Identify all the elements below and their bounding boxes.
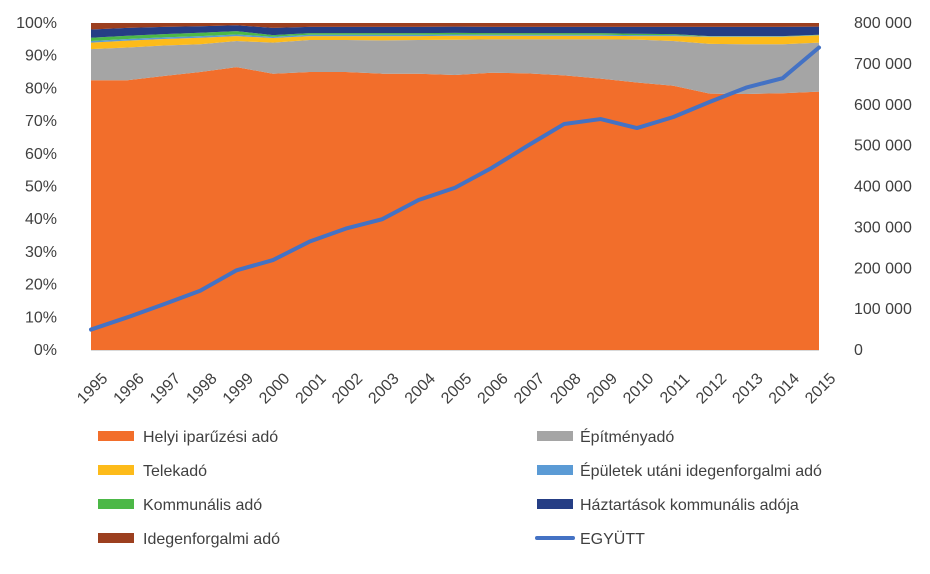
left-tick-label: 70% [25, 113, 57, 130]
right-tick-label: 300 000 [854, 219, 912, 236]
legend-label: Helyi iparűzési adó [143, 429, 278, 446]
area-kommunalis-ado [91, 31, 819, 41]
legend-label: Építményadó [580, 427, 674, 446]
area-helyi-iparuzesi-ado [91, 67, 819, 350]
legend-item-kommunalis-ado: Kommunális adó [98, 497, 262, 514]
legend-item-haztartasok-kommunalis-adoja: Háztartások kommunális adója [537, 497, 799, 514]
right-tick-label: 600 000 [854, 97, 912, 114]
legend-swatch [98, 533, 134, 543]
legend-swatch [98, 431, 134, 441]
left-tick-label: 0% [34, 342, 57, 359]
line-layer [89, 45, 821, 332]
legend-label: EGYÜTT [580, 530, 645, 548]
right-tick-label: 100 000 [854, 301, 912, 318]
legend-item-epuletek-utani-idegenforgalmi-ado: Épületek utáni idegenforgalmi adó [537, 461, 822, 480]
legend-swatch [537, 431, 573, 441]
legend-swatch [98, 465, 134, 475]
legend-label: Kommunális adó [143, 497, 262, 514]
left-tick-label: 20% [25, 277, 57, 294]
left-tick-label: 100% [16, 15, 57, 32]
left-tick-label: 50% [25, 179, 57, 196]
left-tick-label: 60% [25, 146, 57, 163]
right-tick-label: 200 000 [854, 260, 912, 277]
right-tick-label: 800 000 [854, 15, 912, 32]
right-tick-label: 700 000 [854, 56, 912, 73]
legend-item-telekado: Telekadó [98, 463, 207, 480]
left-tick-label: 10% [25, 309, 57, 326]
area-layers [91, 23, 819, 350]
right-tick-label: 400 000 [854, 179, 912, 196]
right-tick-label: 500 000 [854, 138, 912, 155]
left-tick-label: 80% [25, 80, 57, 97]
legend-swatch [537, 465, 573, 475]
legend-swatch [537, 499, 573, 509]
area-haztartasok-kommunalis-adoja [91, 25, 819, 38]
line-egyutt [89, 45, 821, 332]
legend: Helyi iparűzési adó Építményadó Telekadó Ép… [98, 427, 822, 548]
legend-swatch [98, 499, 134, 509]
legend-item-egyutt: EGYÜTT [535, 530, 645, 548]
legend-label: Háztartások kommunális adója [580, 497, 799, 514]
left-tick-label: 30% [25, 244, 57, 261]
right-tick-label: 0 [854, 342, 863, 359]
legend-item-idegenforgalmi-ado: Idegenforgalmi adó [98, 531, 280, 548]
legend-label: Idegenforgalmi adó [143, 531, 280, 548]
legend-label: Épületek utáni idegenforgalmi adó [580, 461, 822, 480]
legend-label: Telekadó [143, 463, 207, 480]
legend-item-epitmenyado: Építményadó [537, 427, 674, 446]
area-telekado [91, 35, 819, 50]
area-idegenforgalmi-ado [91, 23, 819, 30]
left-tick-label: 40% [25, 211, 57, 228]
legend-item-helyi-iparuzesi-ado: Helyi iparűzési adó [98, 429, 278, 446]
left-tick-label: 90% [25, 48, 57, 65]
area-epitmenyado [91, 39, 819, 94]
